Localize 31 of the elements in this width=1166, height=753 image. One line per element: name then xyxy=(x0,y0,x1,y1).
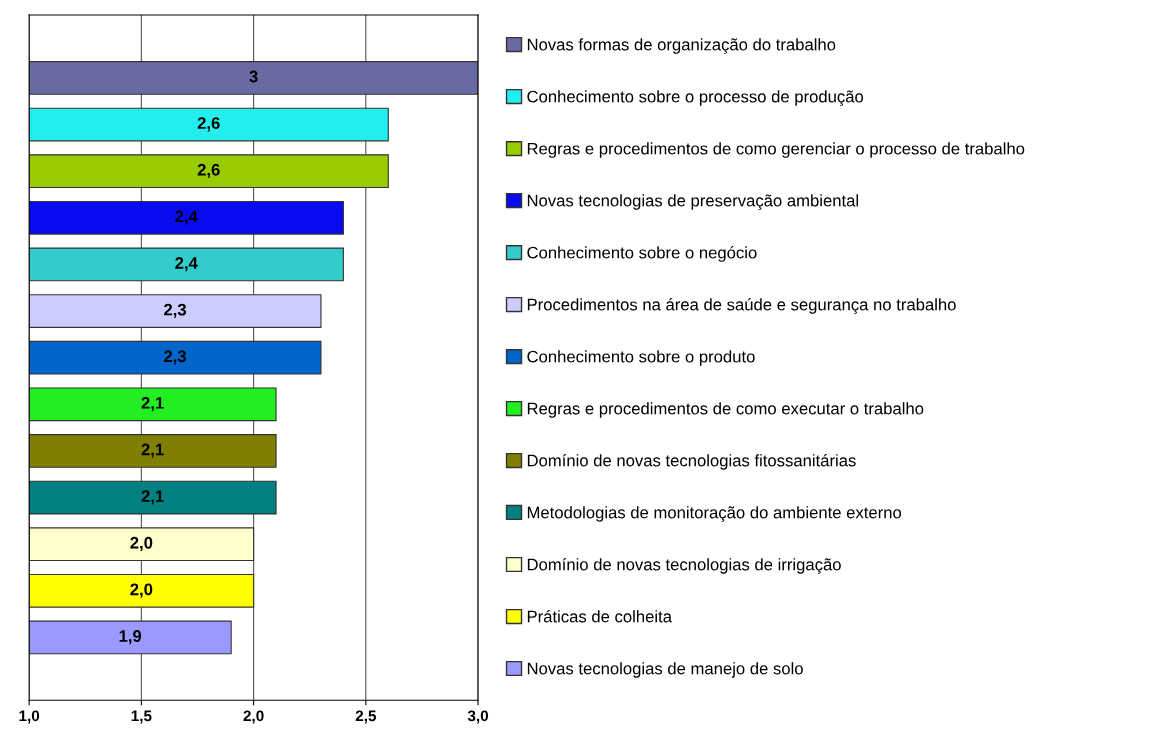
data-label: 2,0 xyxy=(130,536,153,552)
legend-label: Novas formas de organização do trabalho xyxy=(527,38,836,54)
x-tick-label: 1,5 xyxy=(131,710,152,724)
legend-label: Conhecimento sobre o negócio xyxy=(527,246,757,262)
x-tick-label: 1,0 xyxy=(19,710,40,724)
data-label: 2,4 xyxy=(175,210,198,225)
legend-label: Regras e procedimentos de como executar o trabalho xyxy=(527,402,924,418)
data-label: 2,1 xyxy=(141,443,164,458)
legend-label: Novas tecnologias de manejo de solo xyxy=(527,662,803,678)
legend-label: Novas tecnologias de preservação ambiental xyxy=(527,194,859,210)
legend-label: Conhecimento sobre o processo de produção xyxy=(527,90,864,106)
data-label: 2,6 xyxy=(197,117,220,132)
legend-label: Regras e procedimentos de como gerenciar o processo de trabalho xyxy=(527,142,1025,158)
data-label: 2,3 xyxy=(164,350,187,365)
legend-label: Procedimentos na área de saúde e segurança no trabalho xyxy=(527,298,956,314)
data-label: 2,1 xyxy=(141,490,164,505)
x-tick-label: 2,5 xyxy=(355,710,377,724)
legend-label: Metodologias de monitoração do ambiente externo xyxy=(527,506,902,522)
data-label: 2,6 xyxy=(197,163,220,179)
data-label: 2,0 xyxy=(130,583,153,598)
data-label: 2,3 xyxy=(164,303,187,318)
legend-label: Conhecimento sobre o produto xyxy=(527,350,755,366)
data-label: 3 xyxy=(249,70,258,83)
data-label: 2,4 xyxy=(175,257,198,272)
data-label: 2,1 xyxy=(141,396,164,412)
legend-label: Domínio de novas tecnologias fitossanitárias xyxy=(527,454,856,470)
legend-label: Práticas de colheita xyxy=(527,610,672,623)
x-tick-label: 2,0 xyxy=(243,710,264,724)
x-tick-label: 3,0 xyxy=(467,710,489,724)
data-label: 1,9 xyxy=(119,630,142,645)
legend-label: Domínio de novas tecnologias de irrigação xyxy=(527,557,841,574)
